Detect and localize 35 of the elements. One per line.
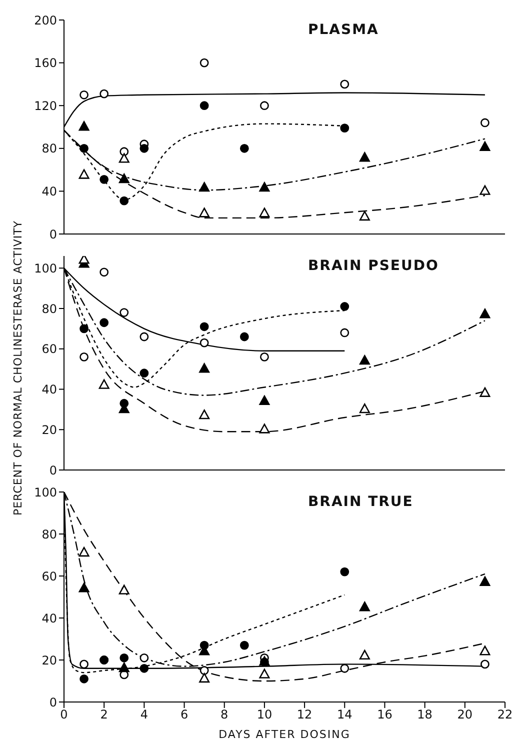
y-tick-label: 40 xyxy=(42,184,57,198)
x-tick-label: 18 xyxy=(417,708,432,722)
x-tick-label: 6 xyxy=(180,708,188,722)
y-tick-label: 20 xyxy=(42,653,57,668)
x-tick-label: 22 xyxy=(497,708,513,722)
x-tick-label: 2 xyxy=(100,708,108,722)
y-tick-label: 100 xyxy=(34,485,57,500)
y-tick-label: 60 xyxy=(42,569,57,584)
y-tick-label: 100 xyxy=(34,261,57,276)
x-tick-label: 16 xyxy=(377,708,392,722)
x-tick-label: 20 xyxy=(457,708,473,722)
y-tick-label: 80 xyxy=(42,142,57,156)
chart-title: BRAIN TRUE xyxy=(308,494,414,510)
x-tick-label: 8 xyxy=(220,708,228,722)
y-tick-label: 40 xyxy=(42,382,57,397)
x-tick-label: 10 xyxy=(256,708,272,722)
y-tick-label: 80 xyxy=(42,302,57,316)
y-tick-label: 0 xyxy=(49,227,57,242)
y-tick-label: 0 xyxy=(49,463,57,478)
y-tick-label: 40 xyxy=(42,611,57,626)
y-tick-label: 160 xyxy=(34,56,57,70)
x-tick-label: 4 xyxy=(140,708,148,722)
y-tick-label: 60 xyxy=(42,342,57,356)
x-axis-title: DAYS AFTER DOSING xyxy=(218,728,350,741)
chart-title: PLASMA xyxy=(308,22,379,38)
y-tick-label: 80 xyxy=(42,527,57,542)
y-tick-label: 200 xyxy=(34,13,57,28)
x-tick-label: 14 xyxy=(336,708,352,722)
y-tick-label: 20 xyxy=(42,422,57,437)
x-tick-label: 0 xyxy=(60,708,68,722)
chart-title: BRAIN PSEUDO xyxy=(308,258,439,274)
x-tick-label: 12 xyxy=(296,708,312,722)
y-axis-title: PERCENT OF NORMAL CHOLINESTERASE ACTIVITY xyxy=(12,220,24,516)
y-tick-label: 0 xyxy=(49,695,57,710)
y-tick-label: 120 xyxy=(34,98,57,113)
